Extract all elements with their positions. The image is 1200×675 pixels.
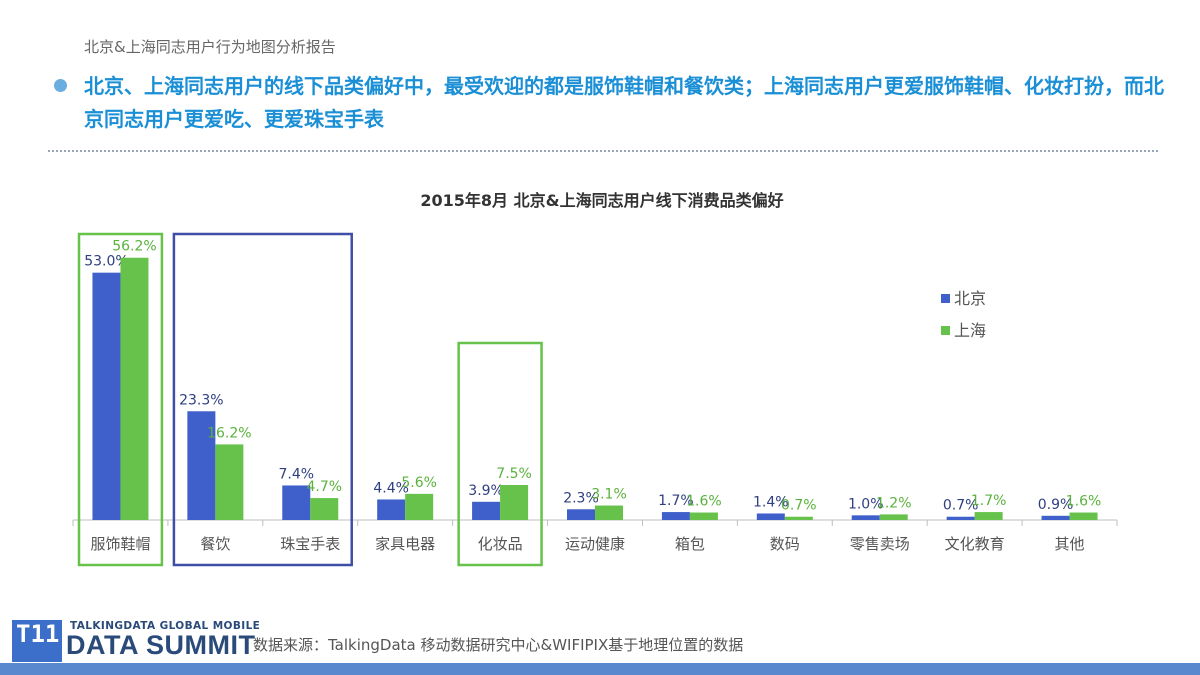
data-label: 1.4% (753, 494, 789, 510)
data-label: 7.4% (278, 466, 314, 482)
bar-shanghai (689, 512, 718, 520)
data-label: 56.2% (112, 239, 156, 255)
bottom-bar (0, 663, 1200, 675)
category-label: 服饰鞋帽 (90, 535, 150, 553)
bar-beijing (472, 501, 501, 520)
data-label: 0.9% (1038, 497, 1074, 513)
category-label: 文化教育 (945, 535, 1005, 553)
data-label: 1.7% (658, 493, 694, 509)
data-label: 23.3% (179, 392, 223, 408)
highlight-box (77, 232, 164, 567)
bar-beijing (282, 485, 311, 520)
data-label: 1.6% (686, 494, 722, 510)
legend-label: 上海 (954, 321, 986, 340)
bar-shanghai (974, 512, 1003, 520)
report-title: 北京&上海同志用户行为地图分析报告 (84, 38, 336, 56)
data-label: 0.7% (943, 498, 979, 514)
bar-shanghai (1069, 512, 1098, 520)
bar-shanghai (310, 498, 339, 520)
dotted-divider (48, 150, 1158, 152)
bar-shanghai (215, 444, 244, 520)
category-label: 零售卖场 (850, 535, 910, 553)
data-label: 1.0% (848, 496, 884, 512)
summit-logo: T11 TALKINGDATA GLOBAL MOBILE DATA SUMMI… (12, 616, 260, 662)
bar-shanghai (595, 505, 623, 520)
data-label: 4.7% (306, 479, 342, 495)
data-label: 3.1% (591, 487, 627, 503)
category-label: 化妆品 (478, 535, 523, 553)
logo-main-text: DATA SUMMIT (66, 630, 256, 660)
category-label: 珠宝手表 (280, 535, 340, 553)
bar-beijing (661, 512, 690, 520)
category-label: 运动健康 (565, 535, 625, 553)
category-label: 其他 (1055, 535, 1085, 553)
bar-beijing (92, 272, 121, 520)
logo-top-text: TALKINGDATA GLOBAL MOBILE (70, 620, 261, 632)
bar-beijing (946, 516, 975, 520)
legend-swatch (941, 294, 950, 303)
legend-swatch (941, 326, 950, 335)
bar-shanghai (500, 485, 529, 520)
headline-bullet-icon (54, 79, 67, 92)
data-label: 7.5% (496, 466, 532, 482)
category-label: 数码 (770, 535, 800, 553)
headline: 北京、上海同志用户的线下品类偏好中，最受欢迎的都是服饰鞋帽和餐饮类；上海同志用户… (84, 74, 1164, 131)
data-label: 16.2% (207, 425, 251, 441)
data-label: 5.6% (401, 475, 437, 491)
data-label: 4.4% (373, 480, 409, 496)
legend-label: 北京 (954, 289, 986, 308)
data-label: 1.2% (876, 495, 912, 511)
data-label: 1.7% (971, 493, 1007, 509)
bar-beijing (567, 509, 595, 520)
data-label: 3.9% (468, 483, 504, 499)
bar-shanghai (879, 514, 908, 520)
chart-title: 2015年8月 北京&上海同志用户线下消费品类偏好 (420, 191, 784, 210)
bar-beijing (187, 411, 216, 520)
data-label: 1.6% (1066, 494, 1102, 510)
category-label: 餐饮 (200, 535, 230, 553)
data-source: 数据来源：TalkingData 移动数据研究中心&WIFIPIX基于地理位置的… (253, 636, 744, 654)
highlight-box (172, 232, 353, 567)
bar-beijing (377, 499, 406, 520)
data-label: 53.0% (84, 254, 128, 270)
bar-shanghai (784, 516, 813, 520)
logo-mark: T11 (12, 620, 62, 662)
data-label: 2.3% (563, 490, 599, 506)
highlight-box (457, 341, 543, 567)
data-label: 0.7% (781, 498, 817, 514)
bar-shanghai (120, 257, 149, 520)
bar-beijing (851, 515, 880, 520)
category-label: 家具电器 (375, 535, 435, 553)
bar-shanghai (405, 493, 434, 520)
category-label: 箱包 (675, 535, 705, 553)
bar-beijing (756, 513, 785, 520)
bar-beijing (1041, 515, 1070, 520)
